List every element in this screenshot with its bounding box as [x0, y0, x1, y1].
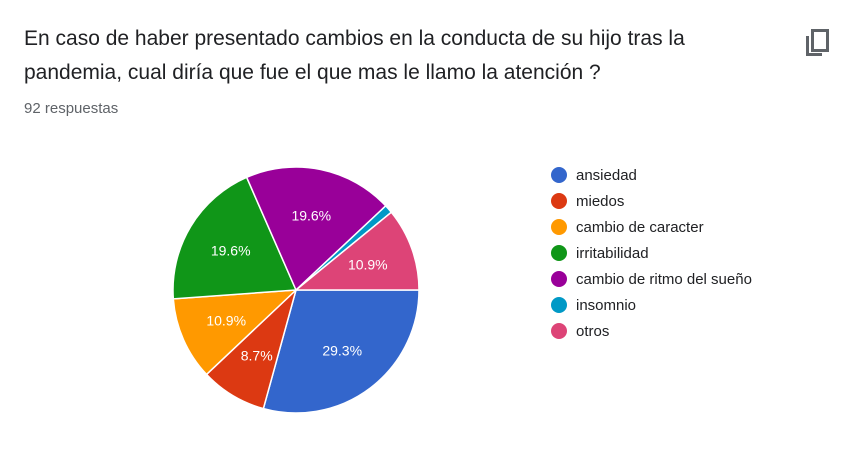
- legend-label-1: miedos: [576, 192, 625, 210]
- question-title: En caso de haber presentado cambios en l…: [24, 27, 685, 84]
- response-count: 92 respuestas: [24, 100, 119, 117]
- pie-slice-2[interactable]: [172, 289, 299, 376]
- legend-swatch-1: [551, 193, 567, 209]
- legend-item-1[interactable]: miedos: [551, 188, 752, 214]
- pie-slice-5[interactable]: [295, 204, 393, 291]
- legend-item-2[interactable]: cambio de caracter: [551, 214, 752, 240]
- legend-swatch-4: [551, 271, 567, 287]
- legend-swatch-2: [551, 219, 567, 235]
- pie-slice-label-2: 10.9%: [206, 313, 246, 329]
- pie-slice-label-0: 29.3%: [322, 343, 362, 359]
- legend-label-0: ansiedad: [576, 166, 637, 184]
- legend-swatch-0: [551, 167, 567, 183]
- copy-icon: [806, 29, 829, 56]
- legend-swatch-5: [551, 297, 567, 313]
- copy-chart-button[interactable]: [798, 26, 838, 66]
- pie-slice-4[interactable]: [245, 166, 387, 292]
- pie-slice-3[interactable]: [172, 176, 298, 300]
- pie-slice-label-4: 19.6%: [291, 207, 331, 223]
- legend-label-4: cambio de ritmo del sueño: [576, 270, 752, 288]
- legend-label-2: cambio de caracter: [576, 218, 704, 236]
- legend-item-3[interactable]: irritabilidad: [551, 240, 752, 266]
- legend-item-6[interactable]: otros: [551, 318, 752, 344]
- legend-swatch-6: [551, 323, 567, 339]
- legend-label-3: irritabilidad: [576, 244, 649, 262]
- legend-label-6: otros: [576, 322, 610, 340]
- pie-slice-label-3: 19.6%: [211, 243, 251, 259]
- pie-slice-label-1: 8.7%: [241, 347, 273, 363]
- legend-item-5[interactable]: insomnio: [551, 292, 752, 318]
- legend-label-5: insomnio: [576, 296, 637, 314]
- legend-swatch-3: [551, 245, 567, 261]
- pie-slice-6[interactable]: [293, 211, 420, 291]
- chart-legend: ansiedad miedos cambio de caracter irritabi…: [551, 162, 752, 344]
- legend-item-4[interactable]: cambio de ritmo del sueño: [551, 266, 752, 292]
- legend-item-0[interactable]: ansiedad: [551, 162, 752, 188]
- pie-slice-1[interactable]: [205, 287, 298, 410]
- pie-slice-0[interactable]: [262, 289, 420, 414]
- pie-slice-label-6: 10.9%: [348, 256, 388, 272]
